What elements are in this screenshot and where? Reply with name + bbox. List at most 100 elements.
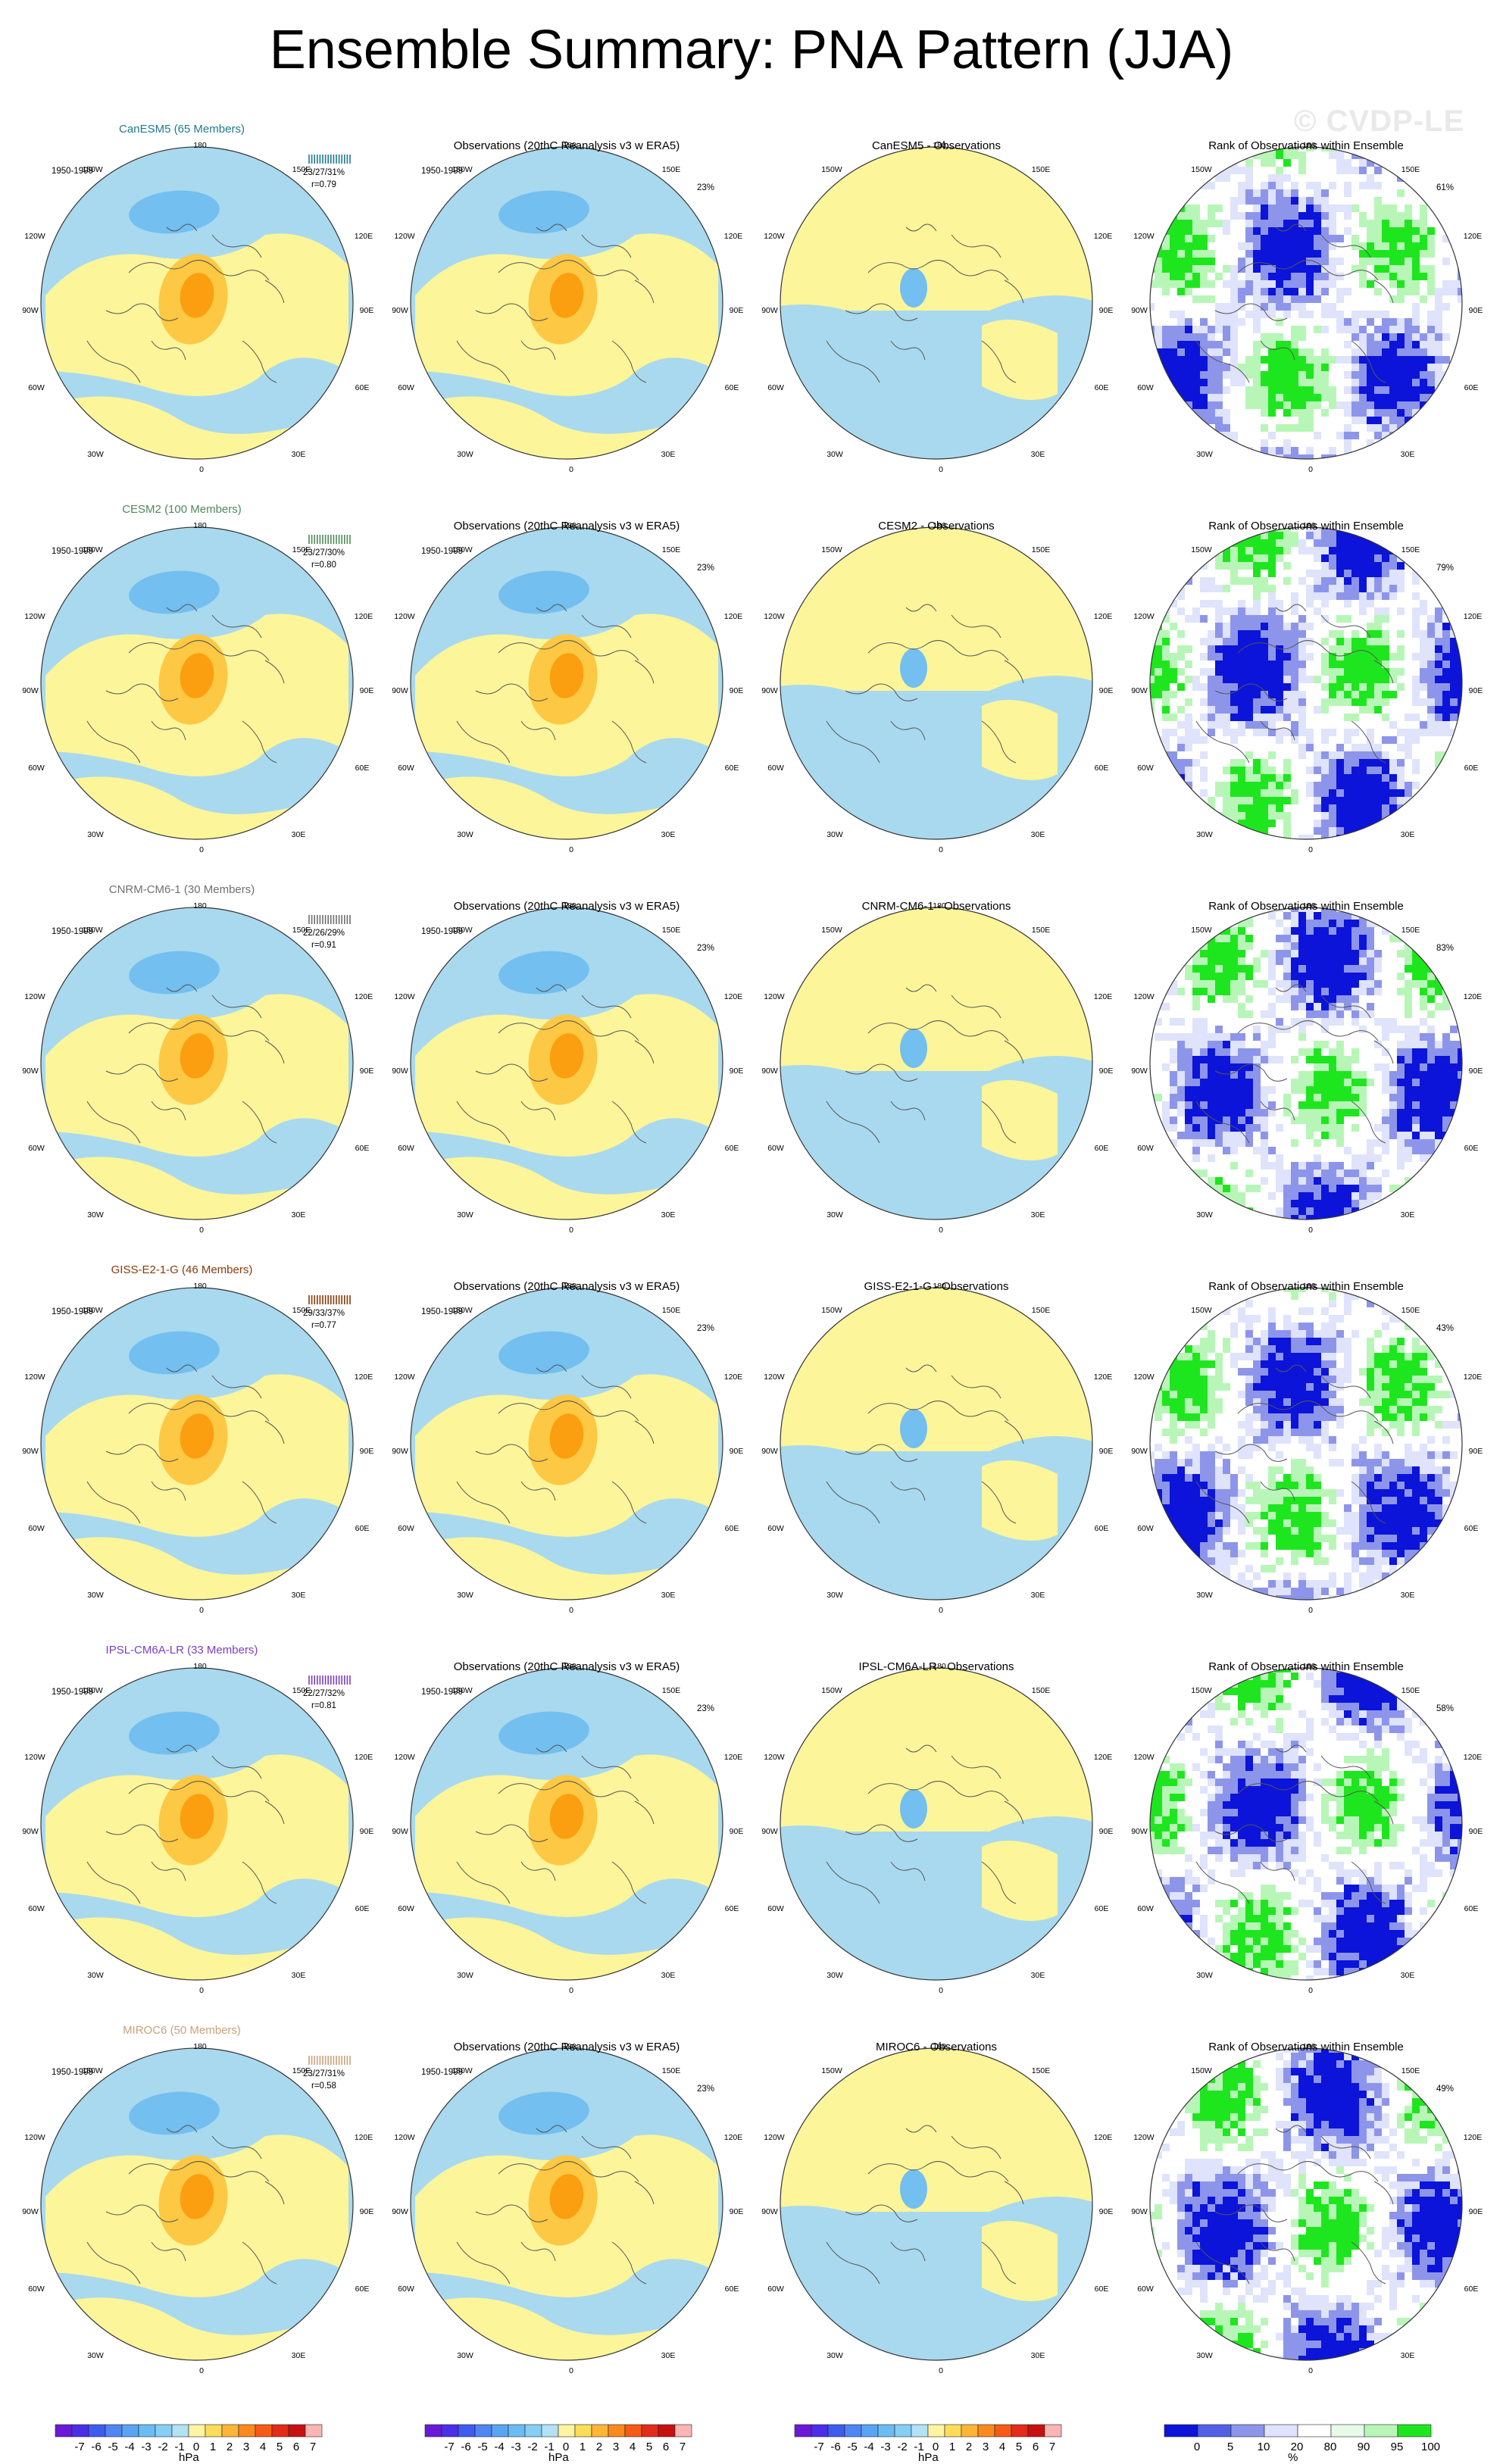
lon-label-lower_left: 30W xyxy=(1189,1971,1220,1980)
lon-label-lower_right: 30E xyxy=(653,450,683,459)
colorbar-tick: 90 xyxy=(1355,2441,1373,2453)
colorbar-swatches xyxy=(55,2424,323,2437)
lon-label-mid_left_low: 60W xyxy=(391,383,421,392)
lon-label-top: 180 xyxy=(924,2042,955,2051)
lon-label-upper_right: 150E xyxy=(1395,1306,1426,1315)
lon-label-bottom: 0 xyxy=(556,1986,586,1995)
member-spread-strip xyxy=(305,1674,359,1686)
lon-label-bottom: 0 xyxy=(556,1606,586,1615)
lon-label-upper_left: 150W xyxy=(817,1686,847,1695)
lon-label-upper_left: 150W xyxy=(1186,165,1217,174)
lon-label-right: 90E xyxy=(1091,306,1121,315)
lon-label-lower_left: 30W xyxy=(1189,830,1220,839)
lon-label-mid_right_low: 60E xyxy=(1456,1904,1486,1913)
lon-label-lower_left: 30W xyxy=(1189,1591,1220,1600)
lon-label-mid_left_up: 120W xyxy=(759,1753,789,1762)
lon-label-right: 90E xyxy=(352,1827,382,1836)
lon-label-upper_left: 150W xyxy=(1186,1306,1217,1315)
lon-label-mid_right_low: 60E xyxy=(1086,1904,1117,1913)
lon-label-mid_right_up: 120E xyxy=(1088,232,1118,241)
lon-label-mid_left_low: 60W xyxy=(761,2284,791,2294)
lon-label-mid_right_low: 60E xyxy=(1086,1524,1117,1533)
colorbar-tick: 100 xyxy=(1421,2441,1439,2453)
lon-label-mid_right_up: 120E xyxy=(718,612,748,621)
colorbar-tick: -2 xyxy=(893,2441,911,2453)
panel-obs-row1: Observations (20thC Reanalysis v3 w ERA5… xyxy=(385,114,748,492)
figure-title: Ensemble Summary: PNA Pattern (JJA) xyxy=(0,17,1503,83)
lon-label-upper_left: 150W xyxy=(77,2066,108,2075)
colorbar-tick: -4 xyxy=(860,2441,878,2453)
lon-label-left: 90W xyxy=(385,1447,415,1456)
lon-label-mid_right_up: 120E xyxy=(1458,612,1488,621)
lon-label-lower_left: 30W xyxy=(450,1591,480,1600)
lon-label-mid_right_up: 120E xyxy=(1088,2133,1118,2142)
colorbar-tick: -5 xyxy=(843,2441,861,2453)
model-panel-title: CanESM5 (65 Members) xyxy=(68,123,295,136)
lon-label-mid_right_low: 60E xyxy=(717,1144,747,1153)
colorbar-tick: 95 xyxy=(1388,2441,1406,2453)
colorbar-tick: -2 xyxy=(154,2441,172,2453)
colorbar-tick: 5 xyxy=(1221,2441,1239,2453)
lon-label-upper_left: 150W xyxy=(77,545,108,554)
member-spread-strip xyxy=(305,913,359,926)
lon-label-left: 90W xyxy=(385,2207,415,2216)
lon-label-upper_right: 150E xyxy=(656,1306,686,1315)
polar-map-diff xyxy=(755,1254,1118,1633)
lon-label-upper_left: 150W xyxy=(77,1306,108,1315)
lon-label-bottom: 0 xyxy=(556,465,586,474)
obs-variance-pct: 23% xyxy=(697,2085,714,2094)
lon-label-lower_right: 30E xyxy=(653,1591,683,1600)
lon-label-mid_right_up: 120E xyxy=(348,992,379,1001)
lon-label-lower_left: 30W xyxy=(820,2351,850,2360)
lon-label-lower_left: 30W xyxy=(820,1591,850,1600)
lon-label-mid_left_low: 60W xyxy=(761,764,791,773)
colorbar-tick: -7 xyxy=(70,2441,89,2453)
colorbar-swatches xyxy=(424,2424,692,2437)
lon-label-upper_left: 150W xyxy=(77,926,108,935)
lon-label-mid_right_low: 60E xyxy=(1456,1524,1486,1533)
lon-label-upper_right: 150E xyxy=(656,2066,686,2075)
lon-label-mid_right_low: 60E xyxy=(717,764,747,773)
polar-map-rank xyxy=(1124,1254,1488,1633)
panel-obs-row3: Observations (20thC Reanalysis v3 w ERA5… xyxy=(385,874,748,1253)
colorbar-tick: 3 xyxy=(607,2441,625,2453)
lon-label-top: 180 xyxy=(924,1662,955,1671)
lon-label-mid_left_up: 120W xyxy=(1129,232,1159,241)
lon-label-mid_left_low: 60W xyxy=(21,383,52,392)
lon-label-right: 90E xyxy=(1091,1066,1121,1076)
lon-label-left: 90W xyxy=(755,1447,785,1456)
lon-label-left: 90W xyxy=(755,306,785,315)
colorbar-tick: -3 xyxy=(137,2441,155,2453)
pattern-correlation: r=0.77 xyxy=(311,1321,336,1330)
lon-label-upper_left: 150W xyxy=(77,165,108,174)
lon-label-mid_left_low: 60W xyxy=(391,2284,421,2294)
colorbar-tick: -7 xyxy=(440,2441,458,2453)
obs-variance-pct: 23% xyxy=(697,1704,714,1713)
lon-label-upper_right: 150E xyxy=(1395,2066,1426,2075)
lon-label-right: 90E xyxy=(1091,686,1121,695)
lon-label-mid_left_low: 60W xyxy=(21,764,52,773)
colorbar-unit: hPa xyxy=(548,2451,569,2464)
lon-label-top: 180 xyxy=(1294,901,1324,910)
lon-label-mid_left_low: 60W xyxy=(21,1904,52,1913)
lon-label-mid_right_low: 60E xyxy=(717,1524,747,1533)
lon-label-mid_right_up: 120E xyxy=(1088,992,1118,1001)
colorbar-tick: 1 xyxy=(204,2441,222,2453)
lon-label-lower_right: 30E xyxy=(1392,830,1423,839)
lon-label-mid_right_low: 60E xyxy=(1086,383,1117,392)
lon-label-lower_right: 30E xyxy=(1392,1591,1423,1600)
lon-label-mid_right_up: 120E xyxy=(348,1373,379,1382)
lon-label-mid_left_up: 120W xyxy=(1129,1373,1159,1382)
obs-variance-pct: 23% xyxy=(697,564,714,573)
lon-label-mid_left_up: 120W xyxy=(20,992,50,1001)
